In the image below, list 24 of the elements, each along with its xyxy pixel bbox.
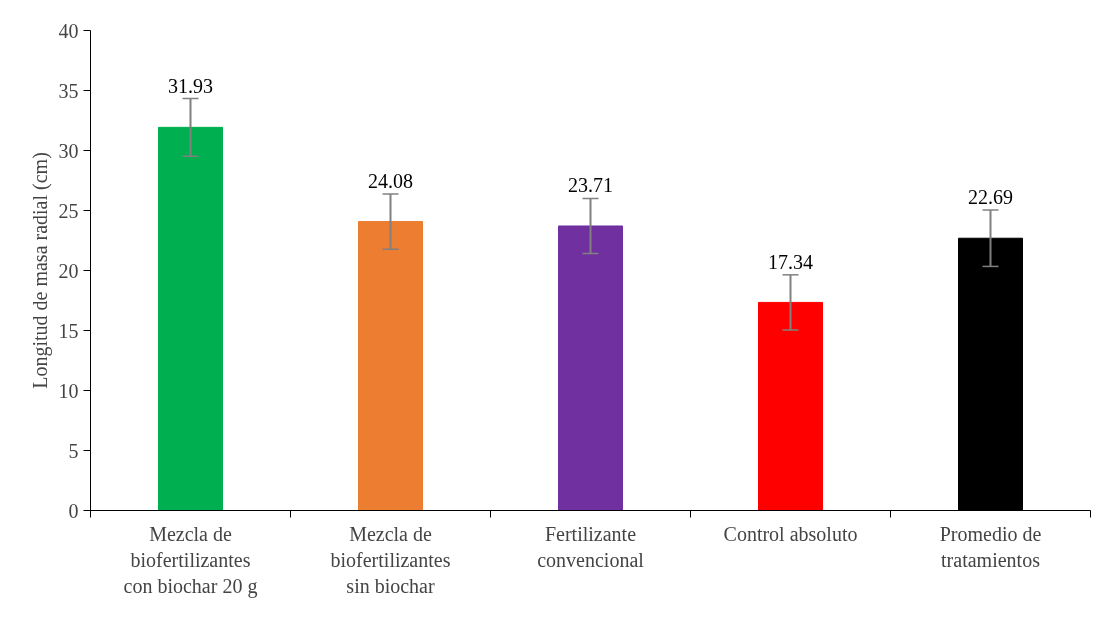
y-tick-label: 40: [58, 19, 79, 42]
y-axis-title: Longitud de masa radial (cm): [28, 152, 52, 389]
y-tick-label: 20: [58, 259, 79, 282]
data-label: 17.34: [768, 250, 813, 273]
bar: [558, 225, 623, 511]
y-tick-label: 15: [58, 319, 79, 342]
data-label: 24.08: [368, 169, 413, 192]
y-tick-label: 35: [58, 79, 79, 102]
y-tick-label: 0: [68, 499, 79, 522]
data-label: 31.93: [168, 74, 213, 97]
x-tick-label: Control absoluto: [723, 522, 858, 545]
bar: [758, 301, 823, 511]
data-label: 22.69: [968, 186, 1013, 209]
x-tick-label: Mezcla de biofertilizantes con biochar 20 g: [123, 522, 258, 599]
x-tick-label: Fertilizante convencional: [537, 522, 645, 571]
y-tick-label: 30: [58, 139, 79, 162]
bar: [158, 126, 223, 511]
x-tick-label: Promedio de tratamientos: [939, 522, 1042, 571]
data-label: 23.71: [568, 174, 613, 197]
y-tick-label: 10: [58, 379, 79, 402]
y-tick-label: 25: [58, 199, 79, 222]
x-tick-label: Mezcla de biofertilizantes sin biochar: [330, 522, 451, 598]
y-tick-label: 5: [68, 439, 79, 462]
bar: [358, 221, 423, 511]
